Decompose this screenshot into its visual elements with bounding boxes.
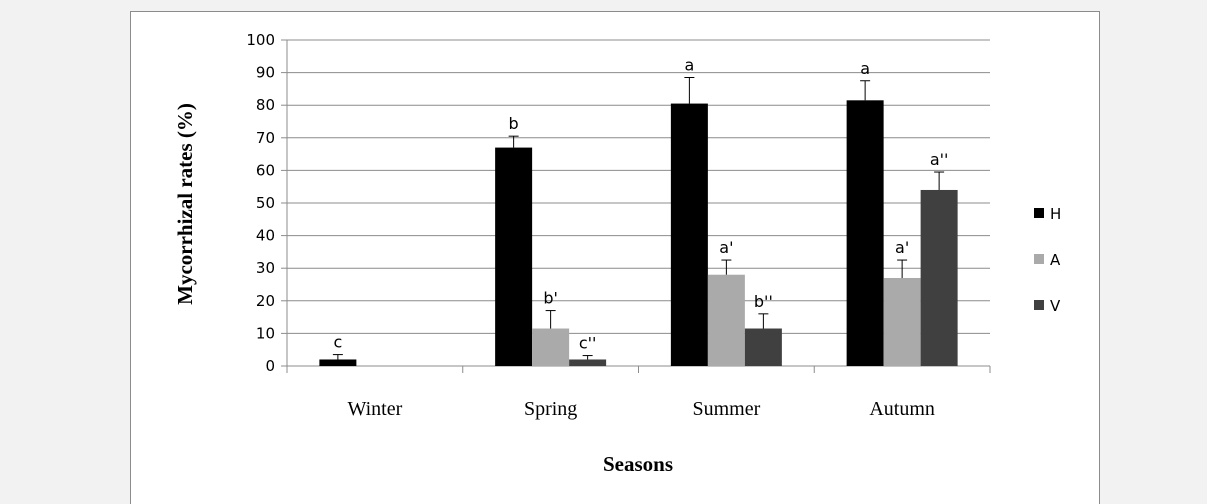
y-tick-label: 40 xyxy=(256,227,275,245)
significance-labels: c b b' c'' a a' b'' a a' a'' xyxy=(333,55,948,352)
error-bars xyxy=(332,76,945,360)
significance-label: a xyxy=(860,59,870,78)
y-tick-label: 0 xyxy=(265,357,275,375)
bar-v-spring xyxy=(569,359,607,366)
significance-label: b xyxy=(509,114,519,133)
y-tick-label: 70 xyxy=(256,129,275,147)
y-tick-label: 10 xyxy=(256,324,275,342)
category-label: Spring xyxy=(524,398,577,420)
legend-label-a: A xyxy=(1050,251,1061,269)
bar-a-spring xyxy=(532,328,570,366)
significance-label: b'' xyxy=(754,292,773,311)
bar-h-summer xyxy=(670,103,708,366)
y-tick-label: 60 xyxy=(256,161,275,179)
y-tick-label: 20 xyxy=(256,292,275,310)
significance-label: a'' xyxy=(930,150,949,169)
bar-h-autumn xyxy=(846,100,884,366)
legend-swatch-v xyxy=(1034,300,1044,310)
y-tick-label: 80 xyxy=(256,96,275,114)
category-label: Autumn xyxy=(869,398,935,420)
category-label: Summer xyxy=(692,398,760,420)
category-labels: Winter Spring Summer Autumn xyxy=(348,398,935,420)
y-tick-label: 90 xyxy=(256,64,275,82)
significance-label: a' xyxy=(895,238,909,257)
y-tick-labels: 0 10 20 30 40 50 60 70 80 90 100 xyxy=(246,31,275,375)
y-tick-label: 30 xyxy=(256,259,275,277)
significance-label: a xyxy=(684,55,694,74)
x-axis-title: Seasons xyxy=(603,452,673,476)
bar-a-summer xyxy=(707,274,745,366)
gridlines xyxy=(287,39,990,334)
significance-label: b' xyxy=(543,289,558,308)
legend: H A V xyxy=(1034,205,1061,315)
y-tick-label: 50 xyxy=(256,194,275,212)
bar-h-spring xyxy=(495,147,533,366)
legend-label-v: V xyxy=(1050,297,1061,315)
y-tick-label: 100 xyxy=(246,31,275,49)
category-label: Winter xyxy=(348,398,403,420)
bar-h-winter xyxy=(319,359,357,366)
bars xyxy=(319,100,958,366)
y-axis-title: Mycorrhizal rates (%) xyxy=(173,103,197,305)
bar-v-autumn xyxy=(920,189,958,366)
legend-swatch-h xyxy=(1034,208,1044,218)
bar-v-summer xyxy=(744,328,782,366)
legend-swatch-a xyxy=(1034,254,1044,264)
bar-a-autumn xyxy=(883,277,921,366)
significance-label: c xyxy=(333,333,342,352)
significance-label: c'' xyxy=(579,334,597,353)
significance-label: a' xyxy=(719,238,733,257)
legend-label-h: H xyxy=(1050,205,1061,223)
